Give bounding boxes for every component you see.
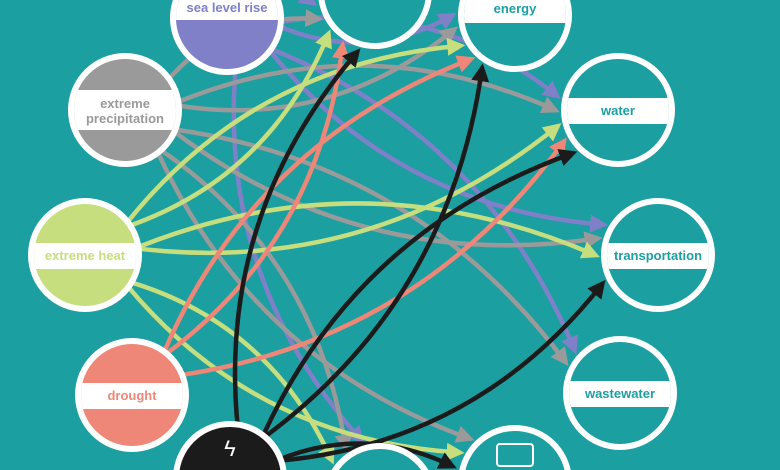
edge-drought-to-water bbox=[161, 137, 567, 380]
edge-outage-to-transportation bbox=[260, 279, 606, 465]
edge-precip-to-transportation bbox=[156, 117, 603, 250]
monitor-icon bbox=[496, 443, 534, 467]
node-bottom[interactable] bbox=[331, 443, 429, 470]
node-outage[interactable]: ϟ bbox=[173, 420, 287, 470]
node-stormwater[interactable] bbox=[318, 0, 432, 49]
node-water[interactable]: water bbox=[561, 53, 675, 167]
node-label: water bbox=[600, 103, 635, 118]
edge-precip-to-energy bbox=[157, 26, 458, 113]
node-label: precipitation bbox=[86, 111, 164, 126]
node-transportation[interactable]: transportation bbox=[601, 198, 715, 312]
node-label: extreme bbox=[100, 96, 150, 111]
edges bbox=[109, 0, 609, 469]
node-label: sea level rise bbox=[187, 0, 268, 15]
edge-heat-to-energy bbox=[113, 37, 466, 240]
edge-outage-to-stormwater bbox=[232, 48, 361, 446]
edge-precip-to-bottom bbox=[142, 136, 353, 453]
node-drought[interactable]: drought bbox=[75, 338, 189, 452]
node-label: energy bbox=[494, 1, 537, 16]
edge-precip-to-communications bbox=[147, 132, 475, 443]
edge-drought-to-stormwater bbox=[148, 40, 350, 368]
node-label: transportation bbox=[614, 248, 702, 263]
edge-heat-to-bottom bbox=[110, 274, 335, 465]
edge-outage-to-energy bbox=[246, 63, 490, 451]
lightning-icon: ϟ bbox=[224, 436, 236, 461]
edge-heat-to-water bbox=[117, 123, 562, 256]
nodes: sea level riseextremeprecipitationextrem… bbox=[28, 0, 715, 470]
edge-drought-to-energy bbox=[154, 55, 476, 372]
node-slr[interactable]: sea level rise bbox=[170, 0, 284, 75]
node-wastewater[interactable]: wastewater bbox=[563, 336, 677, 450]
edge-outage-to-water bbox=[252, 149, 578, 456]
edge-slr-to-transportation bbox=[255, 33, 609, 233]
edge-heat-to-stormwater bbox=[109, 29, 332, 235]
node-communications[interactable] bbox=[459, 425, 571, 470]
edge-precip-to-wastewater bbox=[154, 124, 569, 367]
node-heat[interactable]: extreme heat bbox=[28, 198, 142, 312]
node-label: wastewater bbox=[584, 386, 655, 401]
node-label: drought bbox=[107, 388, 157, 403]
edge-heat-to-transportation bbox=[118, 201, 600, 259]
node-energy[interactable]: energy bbox=[458, 0, 572, 73]
edge-outage-to-communications bbox=[263, 441, 457, 469]
node-label: extreme heat bbox=[45, 248, 126, 263]
edge-heat-to-communications bbox=[113, 269, 465, 461]
